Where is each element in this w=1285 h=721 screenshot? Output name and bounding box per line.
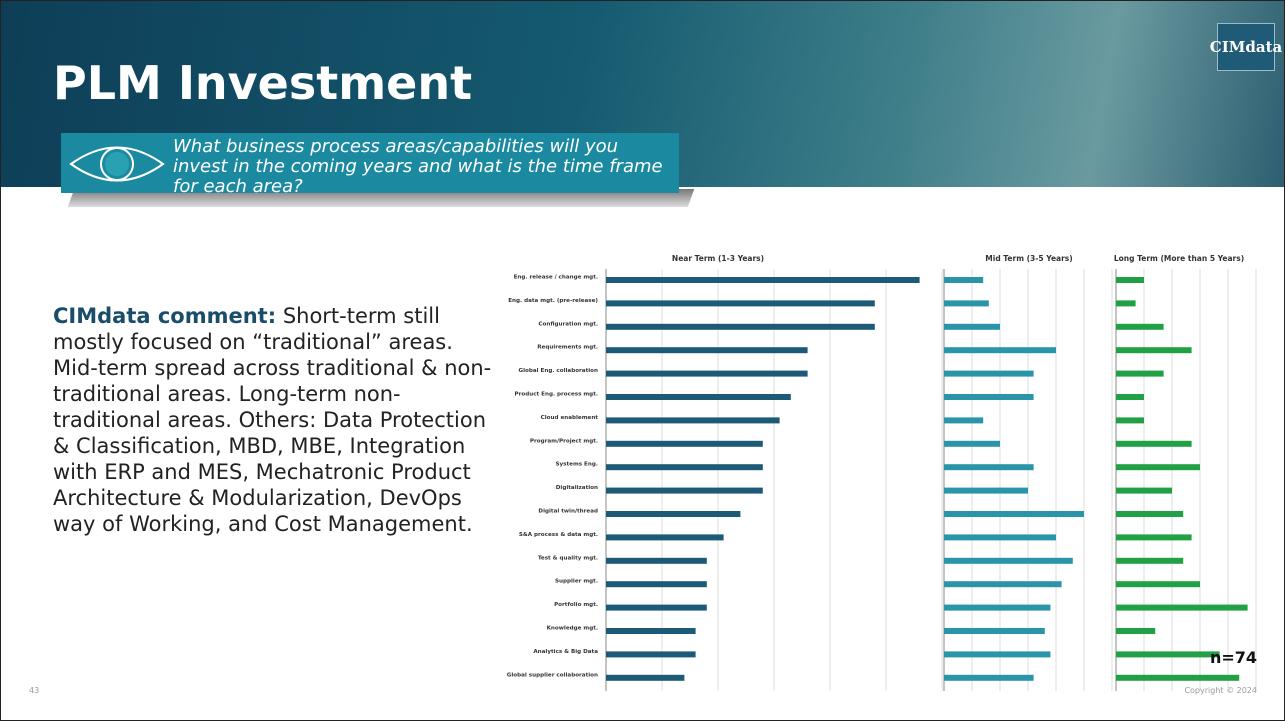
category-label: Eng. data mgt. (pre-release): [508, 298, 598, 304]
category-label: Cloud enablement: [541, 415, 599, 421]
bar: [606, 300, 875, 307]
bar: [1116, 394, 1144, 400]
bar: [944, 440, 1000, 447]
bar: [1116, 674, 1240, 681]
bar: [606, 604, 707, 611]
bar: [944, 534, 1056, 541]
bar: [606, 277, 920, 283]
bar: [944, 464, 1034, 471]
bar: [1116, 464, 1200, 471]
bar: [944, 511, 1084, 517]
category-label: Requirements mgt.: [537, 345, 598, 351]
bar: [944, 277, 984, 283]
question-box: [61, 133, 679, 193]
eye-icon: [69, 146, 165, 182]
bar: [944, 604, 1051, 611]
bar: [1116, 604, 1248, 611]
category-label: Systems Eng.: [555, 462, 598, 468]
bar: [944, 557, 1073, 564]
category-label: Supplier mgt.: [555, 579, 598, 585]
bar: [944, 347, 1056, 354]
slide-title: PLM Investment: [53, 56, 473, 110]
category-label: Test & quality mgt.: [538, 555, 598, 561]
category-label: Analytics & Big Data: [533, 649, 598, 655]
copyright: Copyright © 2024: [1184, 686, 1257, 695]
category-label: Configuration mgt.: [538, 321, 598, 327]
category-label: Eng. release / change mgt.: [514, 275, 598, 281]
bar: [1116, 370, 1164, 377]
bar: [944, 651, 1051, 658]
bar: [1116, 300, 1136, 307]
category-label: Product Eng. process mgt.: [515, 392, 598, 398]
bar: [1116, 277, 1144, 283]
bar: [944, 417, 984, 424]
bar: [944, 300, 989, 307]
bar: [606, 674, 685, 681]
bar: [1116, 581, 1200, 588]
bar: [944, 394, 1034, 400]
bar: [1116, 440, 1192, 447]
page-number: 43: [29, 686, 40, 695]
bar: [606, 347, 808, 354]
logo: CIMdata: [1210, 23, 1282, 71]
category-label: Global supplier collaboration: [507, 672, 598, 678]
chart-title: Near Term (1-3 Years): [672, 254, 764, 263]
bar: [944, 674, 1034, 681]
bar: [1116, 511, 1184, 517]
bar: [606, 651, 696, 658]
bar: [944, 487, 1028, 494]
category-label: Program/Project mgt.: [530, 438, 598, 444]
bar: [1116, 487, 1172, 494]
bar: [606, 370, 808, 377]
bar: [1116, 417, 1144, 424]
bar: [1116, 534, 1192, 541]
bar: [606, 394, 791, 400]
bar: [1116, 557, 1184, 564]
chart-title: Mid Term (3-5 Years): [985, 254, 1072, 263]
chart-title: Long Term (More than 5 Years): [1114, 254, 1244, 263]
bar: [944, 323, 1000, 330]
bar: [606, 557, 707, 564]
category-label: Digitalization: [556, 485, 598, 491]
comment-text: Short-term still mostly focused on “trad…: [53, 304, 492, 536]
bar: [1116, 628, 1156, 634]
category-label: Knowledge mgt.: [547, 626, 598, 632]
question-text: What business process areas/capabilities…: [173, 136, 663, 197]
comment-label: CIMdata comment:: [53, 304, 277, 328]
bar: [606, 464, 763, 471]
bar: [606, 417, 780, 424]
bar: [606, 440, 763, 447]
comment: CIMdata comment: Short-term still mostly…: [53, 303, 493, 537]
bar: [606, 581, 707, 588]
bar: [606, 323, 875, 330]
category-label: Global Eng. collaboration: [519, 368, 598, 374]
category-label: Digital twin/thread: [538, 509, 598, 515]
bar: [606, 628, 696, 634]
bar: [1116, 323, 1164, 330]
category-label: Portfolio mgt.: [554, 602, 598, 608]
category-label: S&A process & data mgt.: [519, 532, 598, 538]
bar: [944, 581, 1062, 588]
sample-size: n=74: [1210, 648, 1258, 667]
bar: [1116, 347, 1192, 354]
bar: [606, 534, 724, 541]
bar: [944, 370, 1034, 377]
bar: [944, 628, 1045, 634]
bar: [1116, 651, 1220, 658]
bar: [606, 487, 763, 494]
bar: [606, 511, 741, 517]
